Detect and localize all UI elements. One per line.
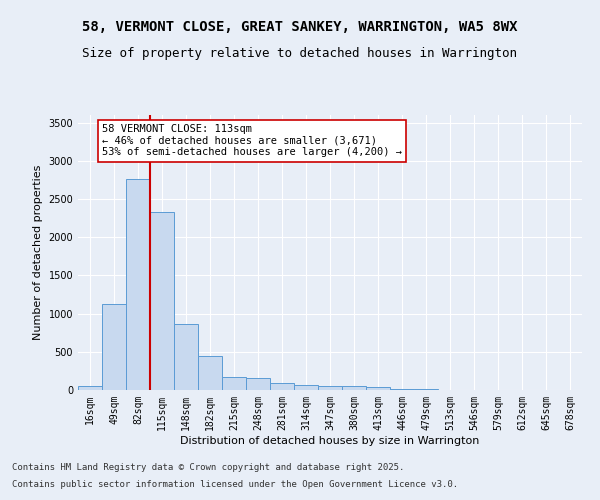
- X-axis label: Distribution of detached houses by size in Warrington: Distribution of detached houses by size …: [181, 436, 479, 446]
- Bar: [342, 386, 366, 390]
- Bar: [222, 377, 246, 390]
- Bar: [150, 212, 174, 390]
- Text: 58 VERMONT CLOSE: 113sqm
← 46% of detached houses are smaller (3,671)
53% of sem: 58 VERMONT CLOSE: 113sqm ← 46% of detach…: [102, 124, 402, 158]
- Bar: [174, 324, 198, 390]
- Bar: [294, 384, 318, 390]
- Text: Size of property relative to detached houses in Warrington: Size of property relative to detached ho…: [83, 48, 517, 60]
- Bar: [246, 378, 270, 390]
- Text: Contains public sector information licensed under the Open Government Licence v3: Contains public sector information licen…: [12, 480, 458, 489]
- Bar: [126, 179, 150, 390]
- Text: Contains HM Land Registry data © Crown copyright and database right 2025.: Contains HM Land Registry data © Crown c…: [12, 464, 404, 472]
- Text: 58, VERMONT CLOSE, GREAT SANKEY, WARRINGTON, WA5 8WX: 58, VERMONT CLOSE, GREAT SANKEY, WARRING…: [82, 20, 518, 34]
- Bar: [366, 388, 390, 390]
- Bar: [102, 304, 126, 390]
- Bar: [198, 356, 222, 390]
- Y-axis label: Number of detached properties: Number of detached properties: [33, 165, 43, 340]
- Bar: [78, 386, 102, 390]
- Bar: [318, 386, 342, 390]
- Bar: [414, 389, 438, 390]
- Bar: [270, 383, 294, 390]
- Bar: [390, 389, 414, 390]
